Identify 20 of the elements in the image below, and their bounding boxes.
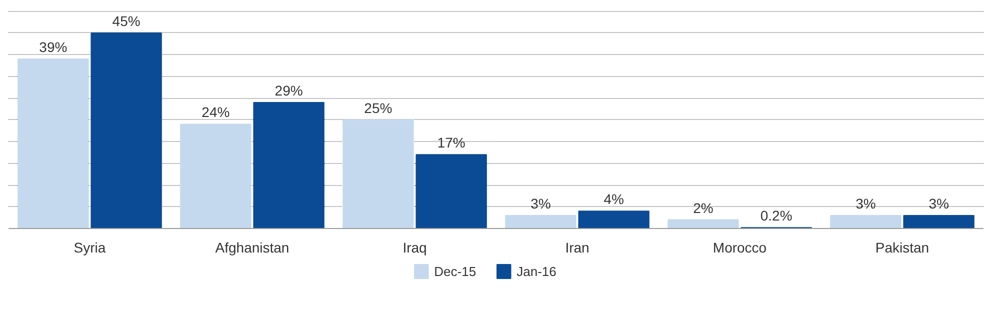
x-tick-label: Morocco [712, 240, 767, 256]
data-label: 3% [856, 195, 876, 212]
data-label: 24% [202, 104, 230, 120]
x-tick-label: Afghanistan [215, 240, 290, 256]
data-label: 0.2% [760, 208, 792, 224]
x-tick-label: Iran [565, 240, 590, 256]
data-label: 39% [39, 39, 68, 56]
data-label: 3% [530, 195, 551, 212]
data-label: 29% [274, 82, 303, 98]
x-tick-label: Pakistan [875, 240, 930, 256]
data-label: 17% [437, 134, 466, 151]
data-label: 45% [112, 12, 140, 29]
legend-label: Jan-16 [516, 264, 556, 279]
data-label: 3% [928, 195, 949, 212]
legend-label: Dec-15 [434, 264, 476, 279]
data-label: 2% [693, 200, 714, 216]
data-label: 4% [604, 191, 624, 208]
x-tick-label: Iraq [402, 240, 427, 256]
data-label: 25% [364, 100, 392, 116]
x-tick-label: Syria [74, 240, 106, 256]
